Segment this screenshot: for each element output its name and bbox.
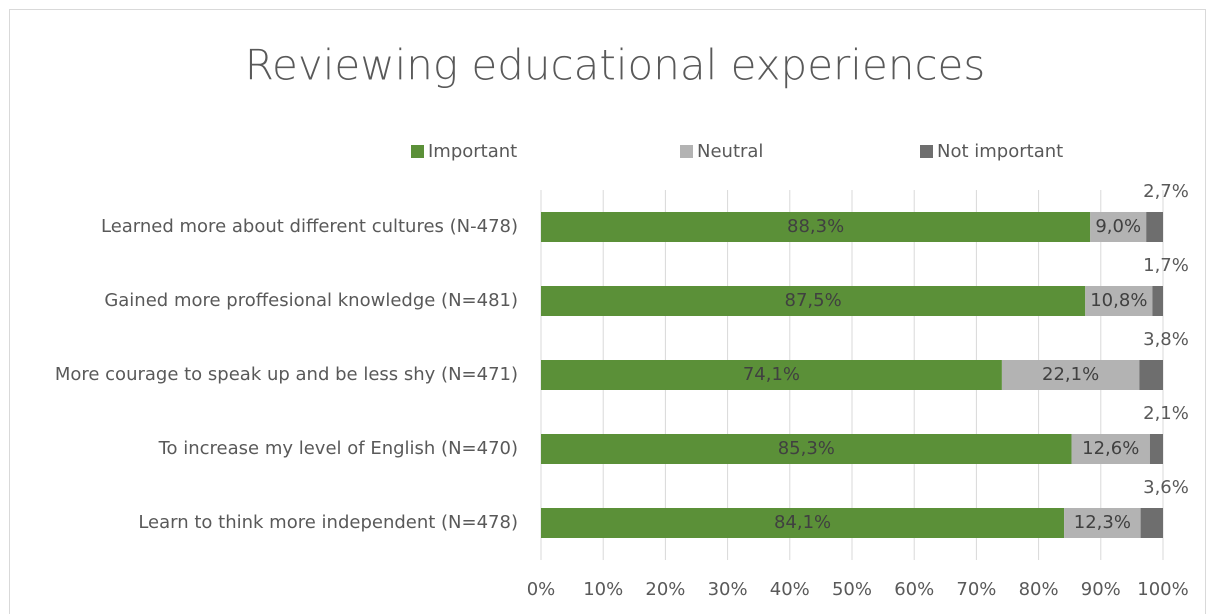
data-label: 9,0%: [1095, 216, 1141, 237]
x-tick-label: 70%: [956, 579, 996, 600]
bar-segment: [541, 508, 1065, 538]
bar-segment: [1071, 434, 1150, 464]
data-label: 2,1%: [1143, 403, 1189, 424]
bar-segment: [1149, 434, 1163, 464]
x-tick-label: 50%: [832, 579, 872, 600]
x-tick-label: 10%: [583, 579, 623, 600]
data-label: 74,1%: [743, 364, 800, 385]
data-label: 84,1%: [774, 512, 831, 533]
bar-segment: [541, 212, 1091, 242]
y-tick-label: Learn to think more independent (N=478): [138, 512, 518, 533]
x-tick-label: 20%: [645, 579, 685, 600]
bar-segment: [541, 360, 1002, 390]
chart-title: Reviewing educational experiences: [245, 41, 986, 90]
legend-swatch: [680, 145, 693, 158]
bar-segment: [1140, 508, 1163, 538]
y-tick-label: To increase my level of English (N=470): [158, 438, 518, 459]
y-tick-label: More courage to speak up and be less shy…: [55, 364, 518, 385]
x-tick-label: 60%: [894, 579, 934, 600]
bar-segment: [541, 286, 1086, 316]
x-tick-label: 90%: [1081, 579, 1121, 600]
data-label: 3,8%: [1143, 329, 1189, 350]
legend-label: Not important: [937, 141, 1063, 162]
legend-swatch: [920, 145, 933, 158]
bar-segment: [1064, 508, 1141, 538]
legend-label: Neutral: [697, 141, 763, 162]
bar-segment: [541, 434, 1072, 464]
y-tick-label: Gained more proffesional knowledge (N=48…: [104, 290, 518, 311]
bar-segment: [1146, 212, 1163, 242]
data-label: 10,8%: [1090, 290, 1147, 311]
y-tick-label: Learned more about different cultures (N…: [101, 216, 518, 237]
data-label: 2,7%: [1143, 181, 1189, 202]
bar-segment: [1001, 360, 1140, 390]
x-tick-label: 0%: [527, 579, 556, 600]
data-label: 12,3%: [1074, 512, 1131, 533]
data-label: 3,6%: [1143, 477, 1189, 498]
x-tick-label: 80%: [1019, 579, 1059, 600]
bar-segment: [1139, 360, 1163, 390]
x-tick-label: 30%: [708, 579, 748, 600]
bar-segment: [1085, 286, 1153, 316]
legend-label: Important: [428, 141, 517, 162]
data-label: 88,3%: [787, 216, 844, 237]
x-tick-label: 100%: [1137, 579, 1188, 600]
data-label: 22,1%: [1042, 364, 1099, 385]
data-label: 1,7%: [1143, 255, 1189, 276]
data-label: 12,6%: [1082, 438, 1139, 459]
bar-segment: [1090, 212, 1147, 242]
legend-swatch: [411, 145, 424, 158]
bar-segment: [1152, 286, 1163, 316]
x-tick-label: 40%: [770, 579, 810, 600]
data-label: 87,5%: [785, 290, 842, 311]
data-label: 85,3%: [778, 438, 835, 459]
